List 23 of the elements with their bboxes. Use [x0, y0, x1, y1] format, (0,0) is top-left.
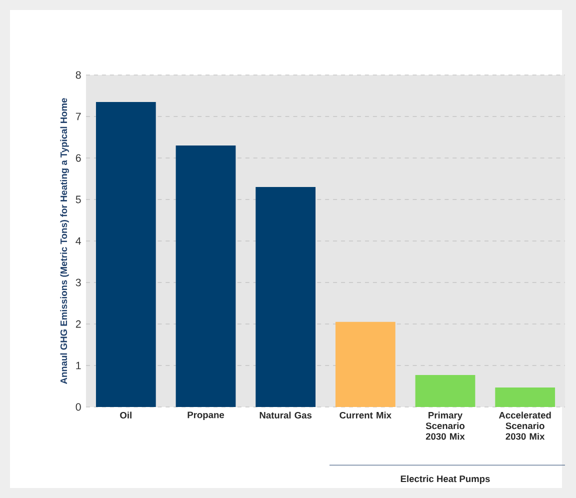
bar — [176, 146, 236, 407]
y-tick-label: 5 — [76, 196, 81, 204]
bar — [256, 187, 316, 407]
bar — [335, 322, 396, 407]
y-tick-label: 4 — [76, 237, 82, 245]
y-tick-label: 7 — [76, 112, 81, 120]
y-tick-label: 6 — [76, 154, 81, 162]
y-axis-title: Annaul GHG Emissions (Metric Tons) for Heating a Typical Home — [60, 98, 69, 384]
bar — [495, 387, 556, 407]
y-tick-label: 8 — [76, 71, 81, 79]
y-tick-label: 2 — [76, 320, 81, 328]
bar — [415, 375, 476, 407]
y-tick-label: 0 — [76, 403, 81, 411]
x-tick-label: Primary Scenario 2030 Mix — [426, 412, 465, 440]
x-tick-label: Accelerated Scenario 2030 Mix — [498, 412, 551, 440]
y-tick-label: 1 — [76, 362, 81, 370]
x-tick-label: Current Mix — [340, 412, 392, 419]
x-tick-label: Propane — [188, 412, 224, 420]
y-tick-label: 3 — [76, 278, 81, 286]
x-tick-label: Oil — [120, 412, 132, 419]
bar — [96, 102, 156, 407]
x-tick-label: Natural Gas — [260, 412, 312, 419]
text: Electric Heat Pumps — [400, 475, 490, 484]
